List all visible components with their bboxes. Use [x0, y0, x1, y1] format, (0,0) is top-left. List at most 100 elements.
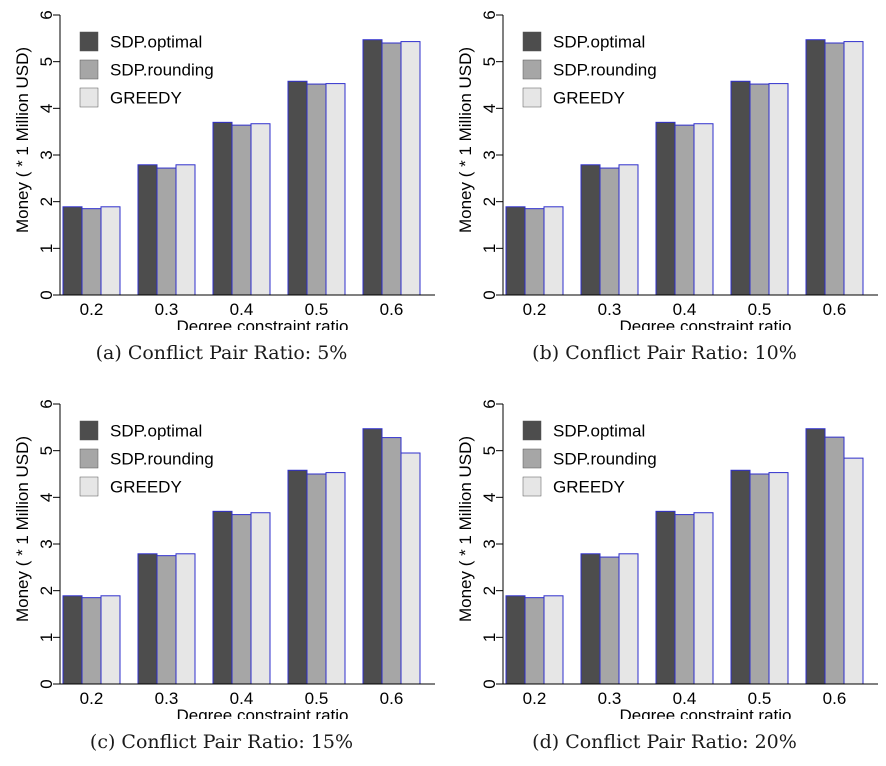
legend-swatch	[522, 59, 542, 80]
y-tick-label: 3	[37, 150, 56, 159]
bar-sdp-rounding-0.5	[749, 83, 770, 296]
bar-greedy-0.5	[325, 83, 346, 296]
y-tick-label: 4	[480, 104, 499, 113]
chart-svg-b: 0 1 2 3 4 5 6 Money ( * 1 Million USD) 0.2 0.3 0.4…	[456, 10, 878, 330]
y-tick-label: 0	[480, 290, 499, 299]
legend-label: GREEDY	[110, 477, 182, 496]
bar-sdp-rounding-0.3	[156, 167, 177, 296]
bar-sdp-rounding-0.2	[81, 208, 102, 296]
x-tick-label: 0.2	[80, 300, 104, 319]
bar-greedy-0.2	[100, 206, 121, 296]
bar-sdp-rounding-0.2	[524, 597, 545, 685]
y-axis-title: Money ( * 1 Million USD)	[13, 47, 32, 233]
bar-greedy-0.6	[400, 452, 421, 685]
chart-panel-c: 0 1 2 3 4 5 6 Money ( * 1 Million USD) 0.2 0.3 0.4…	[0, 389, 443, 766]
chart-panel-a: 0 1 2 3 4 5 6 Money ( * 1 Million USD) 0.2 0.3 0.4…	[0, 0, 443, 377]
bar-sdp-rounding-0.4	[231, 514, 252, 685]
y-axis-title: Money ( * 1 Million USD)	[13, 436, 32, 622]
bar-sdp-rounding-0.3	[599, 167, 620, 296]
y-tick-label: 6	[480, 399, 499, 408]
x-tick-label: 0.3	[598, 300, 622, 319]
bar-sdp-optimal-0.6	[805, 428, 826, 685]
bar-sdp-rounding-0.2	[524, 208, 545, 296]
y-tick-label: 4	[37, 493, 56, 502]
y-tick-label: 4	[37, 104, 56, 113]
bar-greedy-0.2	[543, 595, 564, 685]
bar-sdp-rounding-0.4	[674, 514, 695, 685]
legend-label: GREEDY	[553, 88, 625, 107]
legend-label: SDP.optimal	[110, 32, 202, 51]
bar-greedy-0.5	[768, 83, 789, 296]
bar-sdp-optimal-0.5	[730, 80, 751, 296]
bar-sdp-rounding-0.4	[674, 124, 695, 296]
bar-sdp-optimal-0.3	[580, 553, 601, 685]
bar-sdp-rounding-0.3	[599, 556, 620, 685]
bar-greedy-0.5	[325, 472, 346, 685]
x-tick-label: 0.4	[230, 689, 254, 708]
chart-caption-a: (a) Conflict Pair Ratio: 5%	[95, 342, 348, 364]
y-tick-label: 4	[480, 493, 499, 502]
bar-greedy-0.4	[250, 512, 271, 685]
y-tick-label: 0	[37, 679, 56, 688]
bar-greedy-0.6	[843, 457, 864, 685]
x-axis-title: Degree constraint ratio	[177, 317, 349, 330]
x-tick-label: 0.4	[673, 689, 697, 708]
y-tick-label: 5	[480, 446, 499, 455]
y-tick-label: 1	[37, 633, 56, 642]
legend-swatch	[79, 448, 99, 469]
x-tick-label: 0.6	[823, 300, 847, 319]
bar-sdp-optimal-0.3	[137, 164, 158, 296]
bar-sdp-optimal-0.4	[655, 510, 676, 685]
bar-sdp-optimal-0.3	[137, 553, 158, 685]
y-axis-title: Money ( * 1 Million USD)	[456, 436, 475, 622]
x-tick-label: 0.4	[230, 300, 254, 319]
bar-sdp-rounding-0.5	[306, 473, 327, 685]
x-tick-label: 0.6	[380, 689, 404, 708]
x-axis-title: Degree constraint ratio	[177, 706, 349, 719]
legend-swatch	[79, 87, 99, 108]
chart-panel-b: 0 1 2 3 4 5 6 Money ( * 1 Million USD) 0.2 0.3 0.4…	[443, 0, 886, 377]
bar-sdp-rounding-0.6	[824, 436, 845, 685]
legend-swatch	[79, 420, 99, 441]
bar-sdp-rounding-0.5	[306, 83, 327, 296]
x-axis-title: Degree constraint ratio	[620, 317, 792, 330]
x-tick-label: 0.2	[523, 300, 547, 319]
bar-sdp-rounding-0.4	[231, 124, 252, 296]
y-tick-label: 5	[37, 446, 56, 455]
bar-sdp-optimal-0.3	[580, 164, 601, 296]
y-tick-label: 1	[480, 633, 499, 642]
bar-sdp-optimal-0.5	[730, 469, 751, 685]
legend-label: SDP.rounding	[553, 449, 657, 468]
y-tick-label: 2	[480, 197, 499, 206]
x-tick-label: 0.4	[673, 300, 697, 319]
chart-panel-d: 0 1 2 3 4 5 6 Money ( * 1 Million USD) 0.2 0.3 0.4…	[443, 389, 886, 766]
x-tick-label: 0.3	[155, 300, 179, 319]
legend-label: SDP.rounding	[110, 60, 214, 79]
y-tick-label: 5	[480, 57, 499, 66]
bar-sdp-optimal-0.4	[212, 510, 233, 685]
x-tick-label: 0.3	[155, 689, 179, 708]
legend-swatch	[522, 420, 542, 441]
bar-greedy-0.4	[693, 123, 714, 296]
bar-greedy-0.6	[400, 41, 421, 296]
bar-sdp-optimal-0.4	[212, 121, 233, 296]
y-tick-label: 2	[37, 586, 56, 595]
bar-sdp-optimal-0.6	[362, 428, 383, 685]
bar-greedy-0.4	[693, 512, 714, 685]
bar-greedy-0.3	[175, 553, 196, 685]
bar-sdp-optimal-0.5	[287, 469, 308, 685]
bar-sdp-rounding-0.3	[156, 555, 177, 685]
bar-sdp-rounding-0.6	[381, 42, 402, 296]
chart-svg-c: 0 1 2 3 4 5 6 Money ( * 1 Million USD) 0.2 0.3 0.4…	[13, 399, 435, 719]
y-tick-label: 0	[480, 679, 499, 688]
y-tick-label: 2	[480, 586, 499, 595]
bar-greedy-0.3	[618, 164, 639, 296]
y-tick-label: 1	[480, 244, 499, 253]
y-tick-label: 3	[37, 539, 56, 548]
x-tick-label: 0.5	[748, 300, 772, 319]
chart-caption-b: (b) Conflict Pair Ratio: 10%	[532, 342, 797, 364]
chart-svg-d: 0 1 2 3 4 5 6 Money ( * 1 Million USD) 0.2 0.3 0.4…	[456, 399, 878, 719]
bar-sdp-optimal-0.6	[805, 39, 826, 296]
x-tick-label: 0.5	[748, 689, 772, 708]
